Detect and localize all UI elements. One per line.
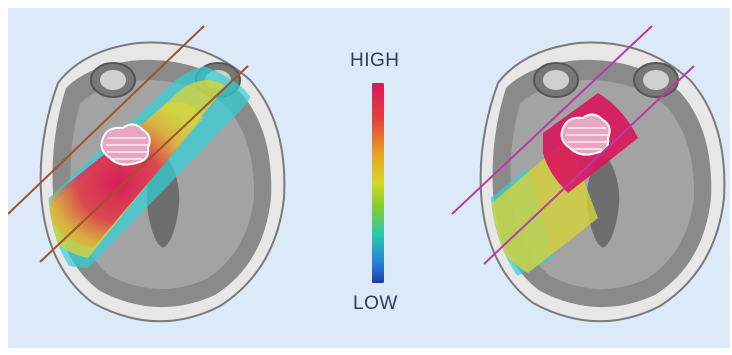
left-head-scan [8, 25, 286, 323]
left-beam-line-upper [8, 25, 205, 215]
left-eye-left-inner [100, 70, 126, 90]
colorbar [372, 83, 384, 283]
right-target [560, 113, 611, 156]
left-beam-line-lower [39, 65, 249, 263]
right-beam-line-lower [483, 65, 695, 265]
figure-canvas [8, 8, 730, 348]
left-target [100, 123, 151, 166]
right-ventricle [586, 158, 620, 248]
left-dose-hot [50, 102, 203, 248]
colorbar-high-label: HIGH [350, 50, 400, 71]
right-beam-line-upper [451, 25, 653, 215]
right-head-scan [451, 25, 726, 323]
right-eye-right-inner [643, 70, 669, 90]
right-eye-left-inner [543, 70, 569, 90]
colorbar-gradient [372, 83, 384, 283]
colorbar-low-label: LOW [353, 293, 398, 314]
